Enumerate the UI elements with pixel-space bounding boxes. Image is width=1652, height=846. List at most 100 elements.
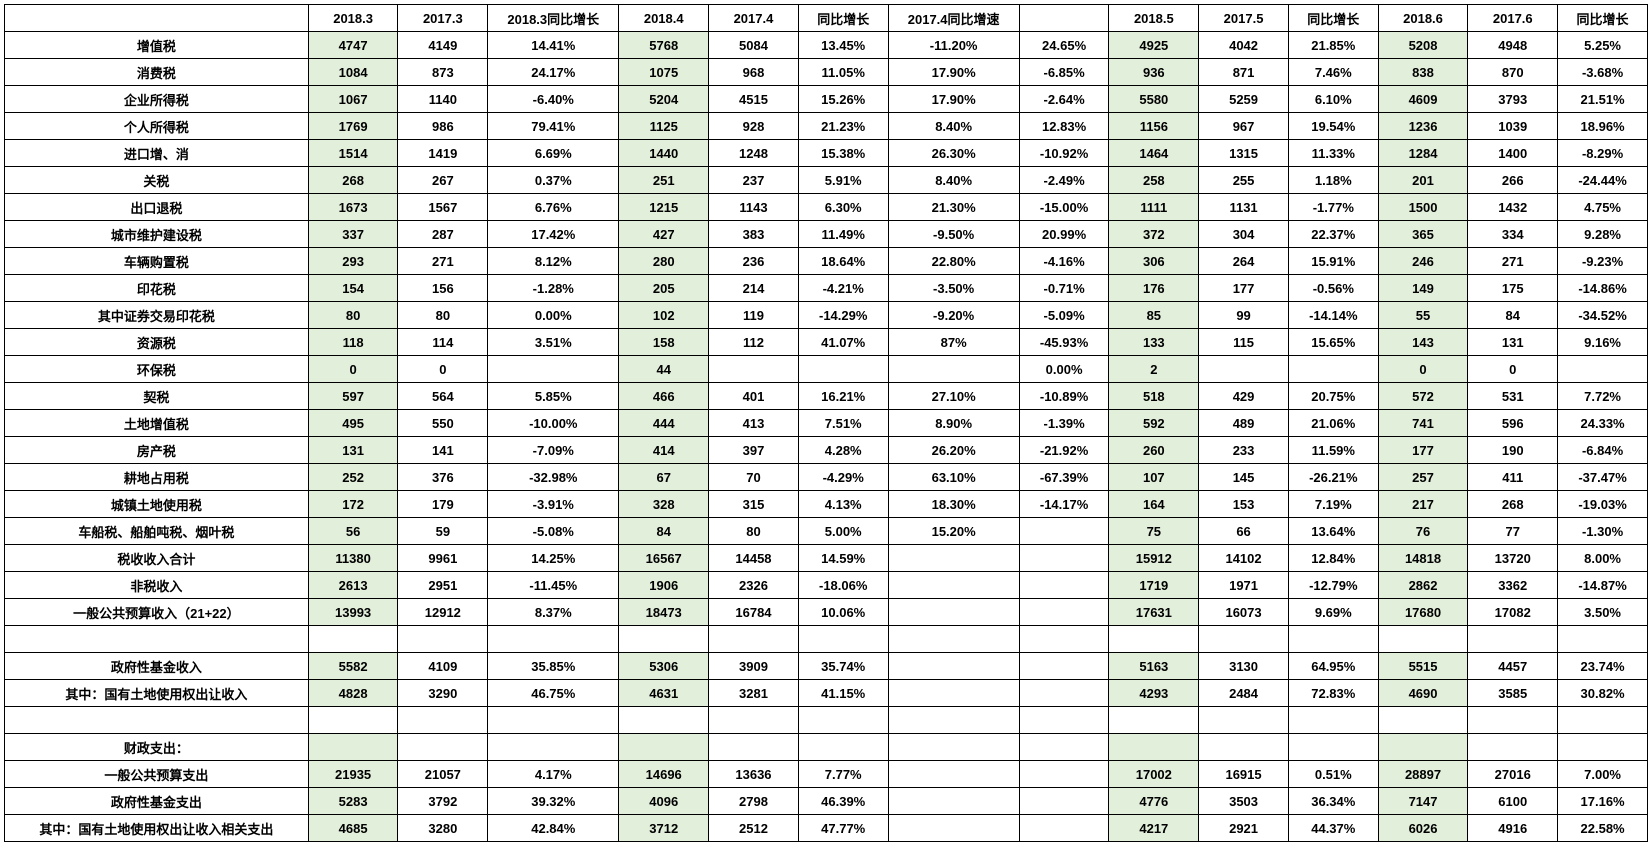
data-cell: 18.30% <box>888 491 1019 518</box>
data-cell: 214 <box>709 275 799 302</box>
data-cell: 14.59% <box>798 545 888 572</box>
table-row: 消费税108487324.17%107596811.05%17.90%-6.85… <box>5 59 1648 86</box>
data-cell: 6.69% <box>488 140 619 167</box>
data-cell: 4149 <box>398 32 488 59</box>
data-cell: 44.37% <box>1288 815 1378 842</box>
data-cell: 1067 <box>308 86 398 113</box>
data-cell: 13636 <box>709 761 799 788</box>
data-cell: 1248 <box>709 140 799 167</box>
data-cell: 5.25% <box>1558 32 1648 59</box>
data-cell: 266 <box>1468 167 1558 194</box>
data-cell: 5582 <box>308 653 398 680</box>
data-cell: 14.25% <box>488 545 619 572</box>
data-cell: 18.64% <box>798 248 888 275</box>
data-cell: 131 <box>1468 329 1558 356</box>
data-cell: 84 <box>619 518 709 545</box>
data-cell <box>1019 572 1109 599</box>
data-cell: 1143 <box>709 194 799 221</box>
data-cell: 11380 <box>308 545 398 572</box>
data-cell: 3712 <box>619 815 709 842</box>
data-cell: 4.17% <box>488 761 619 788</box>
data-cell: 3792 <box>398 788 488 815</box>
data-cell <box>1288 734 1378 761</box>
data-cell: 365 <box>1378 221 1468 248</box>
data-cell: 8.00% <box>1558 545 1648 572</box>
data-cell: 36.34% <box>1288 788 1378 815</box>
data-cell: 6100 <box>1468 788 1558 815</box>
data-cell: -14.87% <box>1558 572 1648 599</box>
data-cell: 107 <box>1109 464 1199 491</box>
data-cell: 17082 <box>1468 599 1558 626</box>
data-cell: 3280 <box>398 815 488 842</box>
data-cell: 5208 <box>1378 32 1468 59</box>
data-cell: -10.00% <box>488 410 619 437</box>
data-cell <box>1199 734 1289 761</box>
blank-cell <box>488 707 619 734</box>
data-cell <box>1468 734 1558 761</box>
data-cell: -11.20% <box>888 32 1019 59</box>
data-cell <box>1019 599 1109 626</box>
data-cell: 24.17% <box>488 59 619 86</box>
data-cell: 72.83% <box>1288 680 1378 707</box>
data-cell: 55 <box>1378 302 1468 329</box>
data-cell: -4.21% <box>798 275 888 302</box>
table-row: 非税收入26132951-11.45%19062326-18.06%171919… <box>5 572 1648 599</box>
data-cell: 8.90% <box>888 410 1019 437</box>
data-cell <box>488 356 619 383</box>
row-label: 个人所得税 <box>5 113 309 140</box>
data-cell: 131 <box>308 437 398 464</box>
data-cell <box>888 599 1019 626</box>
data-cell: 4631 <box>619 680 709 707</box>
data-cell: -34.52% <box>1558 302 1648 329</box>
data-cell: 102 <box>619 302 709 329</box>
data-cell: 271 <box>398 248 488 275</box>
data-cell <box>1019 815 1109 842</box>
data-cell: -8.29% <box>1558 140 1648 167</box>
data-cell <box>1019 545 1109 572</box>
column-header: 2017.4同比增速 <box>888 5 1019 32</box>
data-cell: 271 <box>1468 248 1558 275</box>
data-cell: 13720 <box>1468 545 1558 572</box>
data-cell: 35.85% <box>488 653 619 680</box>
data-cell: 13.64% <box>1288 518 1378 545</box>
data-cell: 268 <box>308 167 398 194</box>
column-header: 2018.3同比增长 <box>488 5 619 32</box>
data-cell: 59 <box>398 518 488 545</box>
data-cell: 4217 <box>1109 815 1199 842</box>
data-cell: 1125 <box>619 113 709 140</box>
table-row: 车辆购置税2932718.12%28023618.64%22.80%-4.16%… <box>5 248 1648 275</box>
row-label: 出口退税 <box>5 194 309 221</box>
column-header: 2017.6 <box>1468 5 1558 32</box>
data-cell: 928 <box>709 113 799 140</box>
data-cell: 23.74% <box>1558 653 1648 680</box>
data-cell: 411 <box>1468 464 1558 491</box>
data-cell: -19.03% <box>1558 491 1648 518</box>
data-cell: 0.00% <box>1019 356 1109 383</box>
column-header: 同比增长 <box>1558 5 1648 32</box>
data-cell: 149 <box>1378 275 1468 302</box>
data-cell: 5515 <box>1378 653 1468 680</box>
data-cell: 6026 <box>1378 815 1468 842</box>
data-cell <box>1019 734 1109 761</box>
data-cell: -0.56% <box>1288 275 1378 302</box>
data-cell: 9.28% <box>1558 221 1648 248</box>
row-label: 环保税 <box>5 356 309 383</box>
table-row: 城市维护建设税33728717.42%42738311.49%-9.50%20.… <box>5 221 1648 248</box>
data-cell <box>1558 734 1648 761</box>
data-cell: 201 <box>1378 167 1468 194</box>
data-cell: 11.49% <box>798 221 888 248</box>
data-cell: 11.33% <box>1288 140 1378 167</box>
data-cell: 17.90% <box>888 59 1019 86</box>
row-label: 其中：国有土地使用权出让收入相关支出 <box>5 815 309 842</box>
data-cell: 16915 <box>1199 761 1289 788</box>
column-header: 2017.3 <box>398 5 488 32</box>
data-cell: 8.40% <box>888 167 1019 194</box>
data-cell: 2512 <box>709 815 799 842</box>
blank-cell <box>1109 707 1199 734</box>
column-header: 2018.6 <box>1378 5 1468 32</box>
data-cell: -1.77% <box>1288 194 1378 221</box>
data-cell: 9.16% <box>1558 329 1648 356</box>
data-cell: 21935 <box>308 761 398 788</box>
data-cell: 1400 <box>1468 140 1558 167</box>
data-cell: 12.84% <box>1288 545 1378 572</box>
